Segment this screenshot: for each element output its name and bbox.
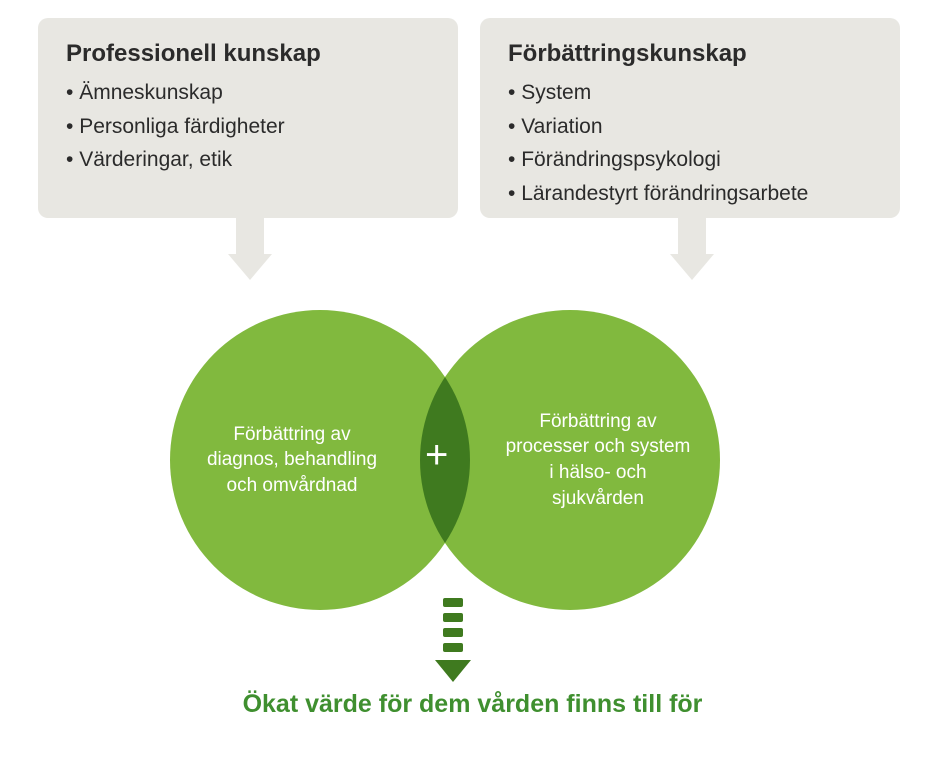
arrow-dash: [443, 598, 463, 607]
venn-left-text: Förbättring av diagnos, behandling och o…: [198, 422, 386, 499]
result-arrow-icon: [435, 598, 471, 682]
conclusion-text: Ökat värde för dem vården finns till för: [0, 690, 945, 719]
arrow-dash: [443, 628, 463, 637]
arrow-head-icon: [435, 660, 471, 682]
plus-icon: +: [425, 433, 448, 478]
arrow-dash: [443, 613, 463, 622]
venn-right-circle: Förbättring av processer och system i hä…: [420, 310, 720, 610]
venn-right-text: Förbättring av processer och system i hä…: [504, 409, 692, 512]
arrow-dash: [443, 643, 463, 652]
